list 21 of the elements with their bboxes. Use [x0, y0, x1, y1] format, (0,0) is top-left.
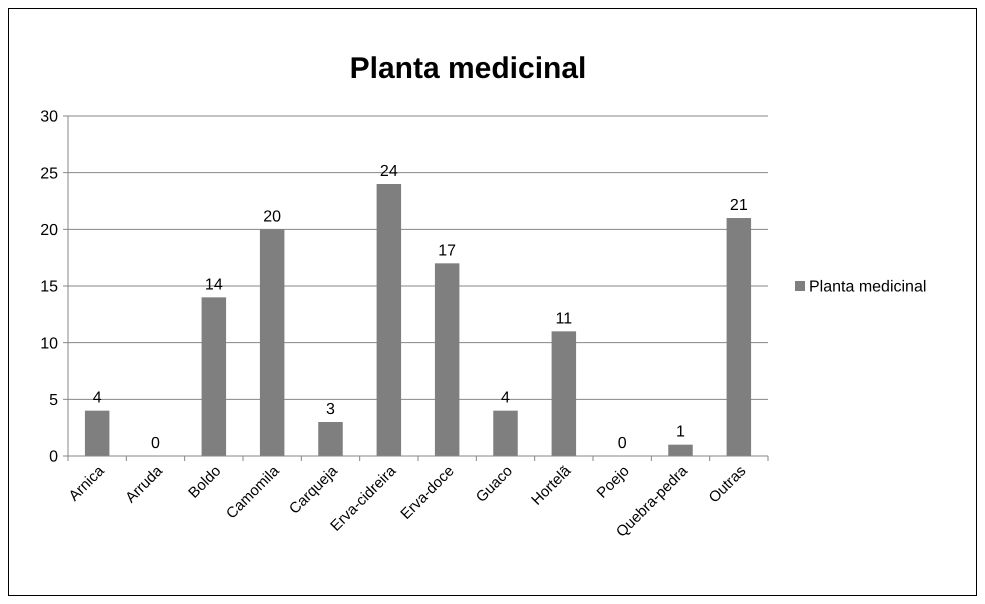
legend-label: Planta medicinal [809, 278, 926, 296]
y-tick-label: 25 [40, 165, 58, 182]
data-label: 21 [730, 197, 748, 214]
data-label: 17 [438, 242, 456, 260]
data-label: 24 [380, 163, 398, 180]
data-label: 0 [151, 435, 160, 452]
data-label: 11 [556, 310, 572, 328]
y-tick-label: 10 [40, 335, 58, 352]
data-label: 4 [92, 390, 102, 407]
y-tick-label: 30 [40, 108, 58, 126]
y-tick-label: 20 [40, 222, 58, 239]
data-label: 14 [204, 276, 223, 294]
y-tick-label: 15 [40, 278, 58, 296]
y-tick-label: 5 [49, 392, 58, 409]
data-label: 3 [326, 401, 336, 418]
data-label: 1 [676, 424, 686, 441]
data-label: 0 [618, 435, 627, 452]
y-tick-label: 0 [49, 448, 58, 466]
data-label: 20 [263, 208, 282, 226]
data-label: 4 [501, 390, 510, 407]
chart-title: Planta medicinal [350, 52, 586, 85]
